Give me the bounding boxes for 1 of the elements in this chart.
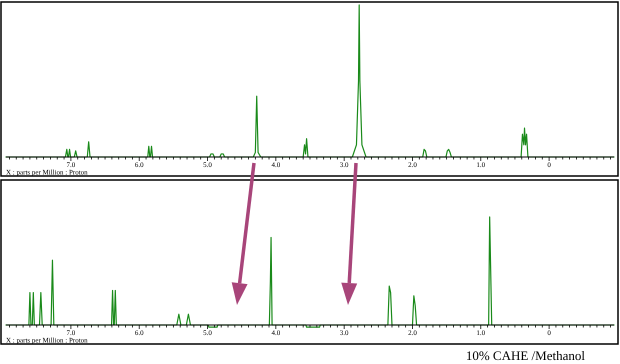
text: 10% CAHE /Methanol (466, 348, 586, 363)
